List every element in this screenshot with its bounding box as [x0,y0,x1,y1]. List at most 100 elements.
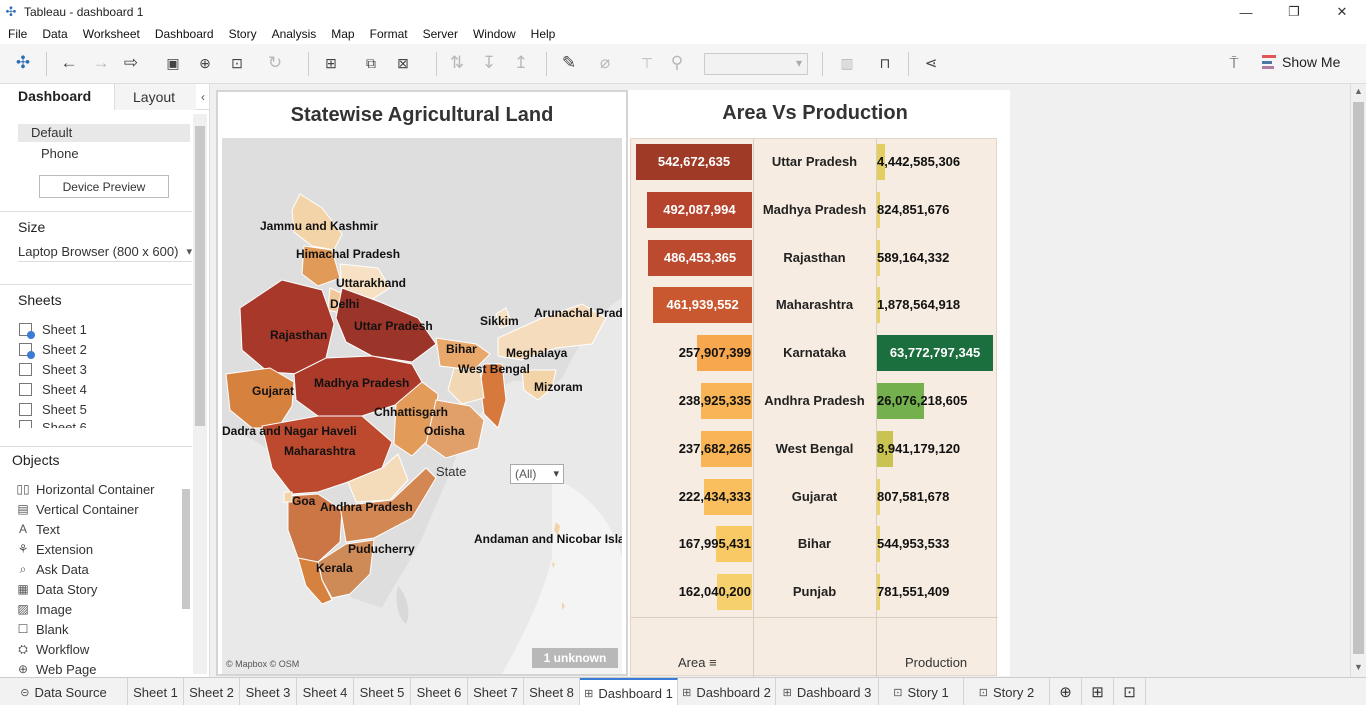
canvas-scrollbar[interactable]: ▲ ▼ [1350,84,1366,677]
scroll-down-icon[interactable]: ▼ [1354,662,1363,672]
restore-button[interactable]: ❐ [1288,4,1300,19]
production-column-header[interactable]: Production [905,655,968,670]
highlight-icon[interactable]: ✎ [561,53,577,72]
production-bar[interactable] [877,430,894,467]
show-cards-icon[interactable]: ▥ [840,54,854,71]
map-sheet[interactable]: Statewise Agricultural Land [216,90,628,676]
new-dashboard-tab-icon[interactable]: ⊞ [1082,678,1114,705]
area-bar[interactable] [646,191,752,228]
object-workflow[interactable]: ⛭ Workflow [16,640,89,658]
collapse-panel-icon[interactable]: ‹ [201,89,205,104]
menu-worksheet[interactable]: Worksheet [82,27,140,41]
region-andhra-pradesh[interactable] [339,467,437,543]
tab-dashboard[interactable]: Dashboard [0,84,114,110]
bottom-tab-dashboard-3[interactable]: ⊞ Dashboard 3 [776,678,879,705]
device-phone[interactable]: Phone [41,146,79,161]
bottom-tab-sheet-5[interactable]: Sheet 5 [354,678,411,705]
presentation-mode-icon[interactable]: ⊓ [879,54,891,71]
menu-server[interactable]: Server [422,27,458,41]
new-worksheet-icon[interactable]: ⊞ [325,54,337,71]
bottom-tab-sheet-4[interactable]: Sheet 4 [297,678,354,705]
india-map[interactable]: Jammu and Kashmir Himachal Pradesh Uttar… [222,138,622,674]
region-himachal-pradesh[interactable] [301,245,341,287]
area-vs-production-sheet[interactable]: Area Vs Production 542,672,635 Uttar Prad… [630,90,1010,677]
production-bar[interactable] [877,335,993,372]
object-blank[interactable]: ☐ Blank [16,620,69,638]
save-icon[interactable]: ▣ [166,54,180,71]
region-jharkhand[interactable] [447,367,485,405]
region-uttar-pradesh[interactable] [335,287,437,363]
region-goa[interactable] [283,491,293,503]
bottom-tab-story-2[interactable]: ⊡ Story 2 [964,678,1050,705]
state-label[interactable]: Punjab [792,584,837,600]
tab-layout[interactable]: Layout [114,84,196,110]
sheet-list-item[interactable]: Sheet 1 [19,320,87,339]
production-bar[interactable] [877,526,880,563]
unknown-indicator[interactable]: 1 unknown [532,648,618,668]
bottom-tab-dashboard-2[interactable]: ⊞ Dashboard 2 [678,678,776,705]
area-bar[interactable] [717,574,752,611]
state-filter-dropdown[interactable]: (All) [510,464,564,484]
area-bar[interactable] [700,383,752,419]
new-data-source-icon[interactable]: ⊕ [199,54,211,71]
pause-updates-icon[interactable]: ⊡ [231,54,243,71]
menu-window[interactable]: Window [472,27,516,41]
device-default[interactable]: Default [18,124,190,142]
region-northeast[interactable] [497,303,607,361]
production-bar[interactable] [877,287,881,324]
area-bar[interactable] [653,287,752,324]
undo-icon[interactable]: ← [60,53,78,72]
bottom-tab-data-source[interactable]: ⊝ Data Source [0,678,128,705]
show-labels-icon[interactable]: ⊤ [640,54,654,71]
save-redirect-icon[interactable]: ⇨ [123,53,139,72]
region-telangana[interactable] [347,453,409,503]
area-bar[interactable] [648,239,752,276]
region-meghalaya-tripura[interactable] [521,369,557,401]
state-label[interactable]: Uttar Pradesh [771,154,858,169]
object-web-page[interactable]: ⊕ Web Page [16,660,97,678]
region-bihar[interactable] [435,337,491,371]
size-dropdown[interactable]: Laptop Browser (800 x 600) [18,242,192,262]
area-bar[interactable] [716,526,752,563]
production-bar[interactable] [877,191,880,228]
production-bar[interactable] [877,478,880,515]
share-icon[interactable]: ⋖ [924,55,938,72]
state-label[interactable]: Bihar [797,536,832,552]
state-label[interactable]: Karnataka [783,345,846,361]
object-text[interactable]: A Text [16,520,60,538]
region-nicobar-island[interactable] [562,602,565,610]
bottom-tab-sheet-3[interactable]: Sheet 3 [240,678,297,705]
object-data-story[interactable]: ▦ Data Story [16,580,97,598]
swap-icon[interactable]: ⇅ [449,53,465,72]
bottom-tab-sheet-8[interactable]: Sheet 8 [524,678,580,705]
new-worksheet-tab-icon[interactable]: ⊕ [1050,678,1082,705]
close-button[interactable]: ✕ [1336,4,1348,19]
sheet-list-item[interactable]: Sheet 3 [19,360,87,378]
menu-analysis[interactable]: Analysis [271,27,317,41]
state-label[interactable]: Gujarat [791,488,838,504]
side-panel-scrollbar[interactable] [193,114,207,674]
region-jammu-kashmir[interactable] [291,193,343,251]
state-label[interactable]: Andhra Pradesh [764,393,865,408]
sheet-list-item[interactable]: Sheet 6 [19,420,87,428]
refresh-icon[interactable]: ↻ [267,53,283,72]
objects-scrollbar[interactable] [181,474,191,674]
duplicate-icon[interactable]: ⧉ [366,54,376,71]
object-image[interactable]: ▨ Image [16,600,72,618]
map-attribution[interactable]: © Mapbox © OSM [226,659,300,669]
object-ask-data[interactable]: ⌕ Ask Data [16,560,89,578]
sheet-list-item[interactable]: Sheet 4 [19,380,87,398]
format-painter-icon[interactable]: ⍑ [1229,54,1239,72]
fit-dropdown[interactable] [704,53,808,75]
region-sikkim[interactable] [495,307,513,329]
area-bar[interactable] [696,335,752,372]
state-label[interactable]: Rajasthan [783,249,846,265]
sheet-list-item[interactable]: Sheet 5 [19,400,87,418]
production-bar[interactable] [877,239,880,276]
menu-help[interactable]: Help [530,27,556,41]
area-column-header[interactable]: Area ≡ [678,655,717,670]
bottom-tab-sheet-6[interactable]: Sheet 6 [411,678,468,705]
area-bar[interactable] [704,478,752,515]
state-label[interactable]: Madhya Pradesh [762,201,867,217]
production-bar[interactable] [877,574,880,611]
